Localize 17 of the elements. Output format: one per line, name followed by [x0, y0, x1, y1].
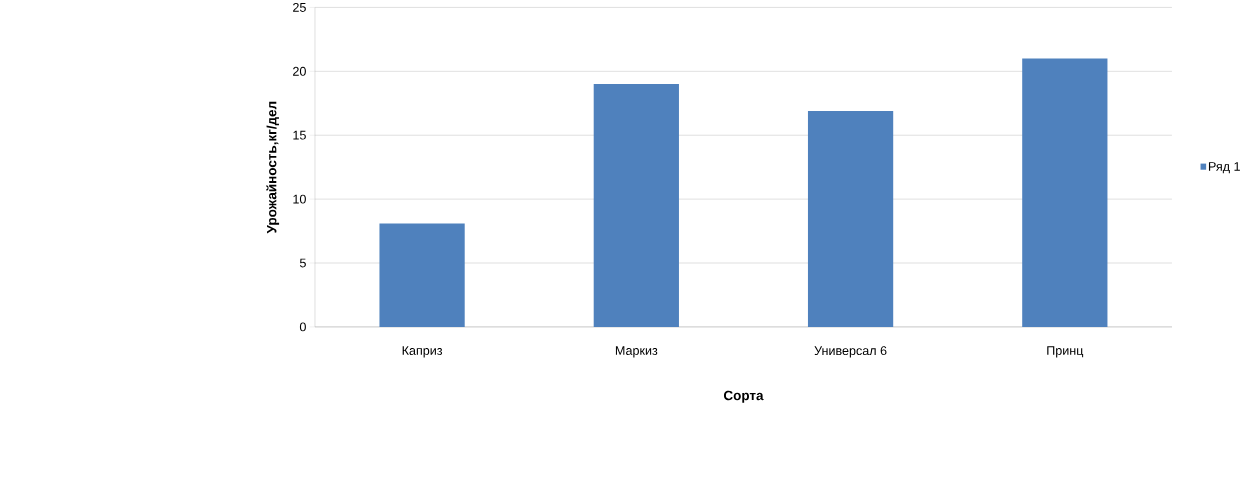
y-tick-label: 10 — [293, 194, 306, 204]
bar — [379, 223, 465, 328]
legend-label: Ряд 1 — [1208, 162, 1240, 174]
y-tick-label: 5 — [299, 258, 306, 268]
bar — [593, 84, 679, 328]
bar — [1022, 58, 1108, 328]
x-tick-label: Каприз — [402, 346, 443, 358]
y-tick-label: 15 — [293, 131, 306, 140]
bar — [807, 111, 894, 328]
y-tick-label: 0 — [299, 322, 306, 332]
x-tick-label: Принц — [1047, 346, 1084, 358]
x-tick-label: Маркиз — [615, 346, 658, 358]
x-tick-label: Универсал 6 — [814, 346, 887, 358]
y-tick-label: 20 — [293, 67, 306, 76]
y-axis-title: Урожайность,кг/дел — [266, 101, 280, 234]
y-tick-label: 25 — [293, 3, 306, 13]
x-axis-title: Сорта — [723, 390, 764, 404]
